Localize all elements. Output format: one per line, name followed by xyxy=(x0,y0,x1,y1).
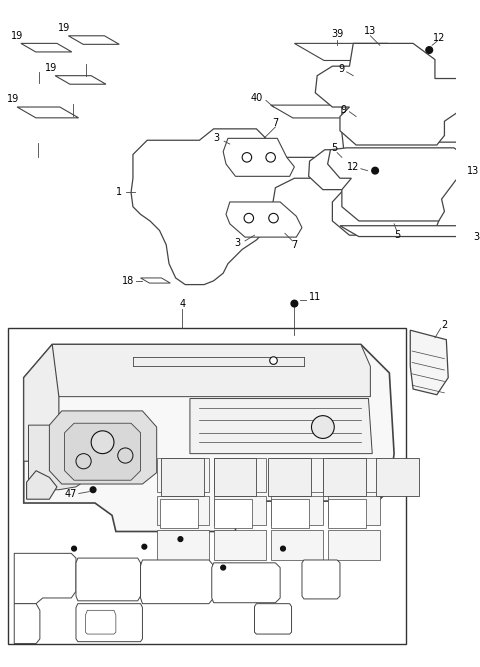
Polygon shape xyxy=(141,560,214,604)
Polygon shape xyxy=(302,560,340,599)
Polygon shape xyxy=(315,43,480,145)
Text: 5: 5 xyxy=(331,143,337,153)
Polygon shape xyxy=(309,104,475,235)
Polygon shape xyxy=(76,604,143,642)
Polygon shape xyxy=(328,148,473,221)
Polygon shape xyxy=(328,499,366,528)
Text: 40: 40 xyxy=(250,93,263,103)
Polygon shape xyxy=(271,499,309,528)
Polygon shape xyxy=(214,458,256,496)
Polygon shape xyxy=(376,458,419,496)
Polygon shape xyxy=(156,496,209,525)
Polygon shape xyxy=(268,458,311,496)
Text: 13: 13 xyxy=(467,165,479,175)
Bar xyxy=(8,328,407,644)
Polygon shape xyxy=(214,530,266,560)
Polygon shape xyxy=(68,36,119,44)
Polygon shape xyxy=(24,344,59,461)
Polygon shape xyxy=(49,411,156,484)
Polygon shape xyxy=(21,43,72,52)
Circle shape xyxy=(291,300,298,307)
Text: 19: 19 xyxy=(11,31,23,41)
Polygon shape xyxy=(65,424,141,480)
Polygon shape xyxy=(85,610,116,634)
Text: 19: 19 xyxy=(45,63,58,73)
Polygon shape xyxy=(212,563,280,603)
Polygon shape xyxy=(76,558,141,601)
Polygon shape xyxy=(214,496,266,525)
Polygon shape xyxy=(226,202,302,237)
Circle shape xyxy=(312,416,334,438)
Text: 12: 12 xyxy=(432,33,445,43)
Text: 5: 5 xyxy=(394,230,400,240)
Circle shape xyxy=(426,47,432,53)
Text: 3: 3 xyxy=(234,238,240,248)
Polygon shape xyxy=(340,225,480,237)
Polygon shape xyxy=(55,75,106,84)
Text: 11: 11 xyxy=(309,292,322,302)
Polygon shape xyxy=(271,496,323,525)
Polygon shape xyxy=(271,530,323,560)
Polygon shape xyxy=(328,496,380,525)
Text: 47: 47 xyxy=(65,488,77,498)
Circle shape xyxy=(266,153,276,162)
Polygon shape xyxy=(26,471,57,499)
Text: 4: 4 xyxy=(179,299,185,309)
Polygon shape xyxy=(328,458,380,492)
Text: 19: 19 xyxy=(59,23,71,33)
Polygon shape xyxy=(214,458,266,492)
Circle shape xyxy=(178,537,183,542)
Polygon shape xyxy=(156,530,209,560)
Circle shape xyxy=(269,213,278,223)
Circle shape xyxy=(242,153,252,162)
Circle shape xyxy=(281,546,286,551)
Text: 2: 2 xyxy=(441,320,447,330)
Polygon shape xyxy=(24,344,394,532)
Circle shape xyxy=(221,565,226,570)
Polygon shape xyxy=(223,138,294,176)
Text: 9: 9 xyxy=(341,105,347,115)
Circle shape xyxy=(91,431,114,454)
Text: 9: 9 xyxy=(339,64,345,74)
Polygon shape xyxy=(214,499,252,528)
Polygon shape xyxy=(28,425,95,490)
Polygon shape xyxy=(190,399,372,454)
Polygon shape xyxy=(159,499,198,528)
Polygon shape xyxy=(328,530,380,560)
Text: 3: 3 xyxy=(214,133,219,143)
Text: 7: 7 xyxy=(272,118,278,128)
Polygon shape xyxy=(17,107,79,118)
Polygon shape xyxy=(14,554,76,604)
Text: 12: 12 xyxy=(347,162,360,172)
Text: 7: 7 xyxy=(291,239,298,249)
Circle shape xyxy=(76,454,91,469)
Polygon shape xyxy=(410,330,448,395)
Polygon shape xyxy=(254,604,291,634)
Polygon shape xyxy=(161,458,204,496)
Circle shape xyxy=(244,213,253,223)
Circle shape xyxy=(90,487,96,492)
Text: 1: 1 xyxy=(116,187,122,197)
Text: 38: 38 xyxy=(473,232,480,242)
Polygon shape xyxy=(141,278,170,283)
Polygon shape xyxy=(14,604,40,644)
Polygon shape xyxy=(271,105,361,118)
Circle shape xyxy=(142,544,147,549)
Text: 19: 19 xyxy=(7,95,19,105)
Text: 18: 18 xyxy=(122,275,134,285)
Polygon shape xyxy=(323,458,366,496)
Text: 13: 13 xyxy=(364,26,376,36)
Polygon shape xyxy=(271,458,323,492)
Circle shape xyxy=(72,546,76,551)
Text: 39: 39 xyxy=(331,29,343,39)
Circle shape xyxy=(270,357,277,364)
Circle shape xyxy=(118,448,133,463)
Polygon shape xyxy=(156,458,209,492)
Circle shape xyxy=(372,167,378,174)
Polygon shape xyxy=(131,129,328,285)
Polygon shape xyxy=(52,344,371,397)
Polygon shape xyxy=(294,43,417,61)
